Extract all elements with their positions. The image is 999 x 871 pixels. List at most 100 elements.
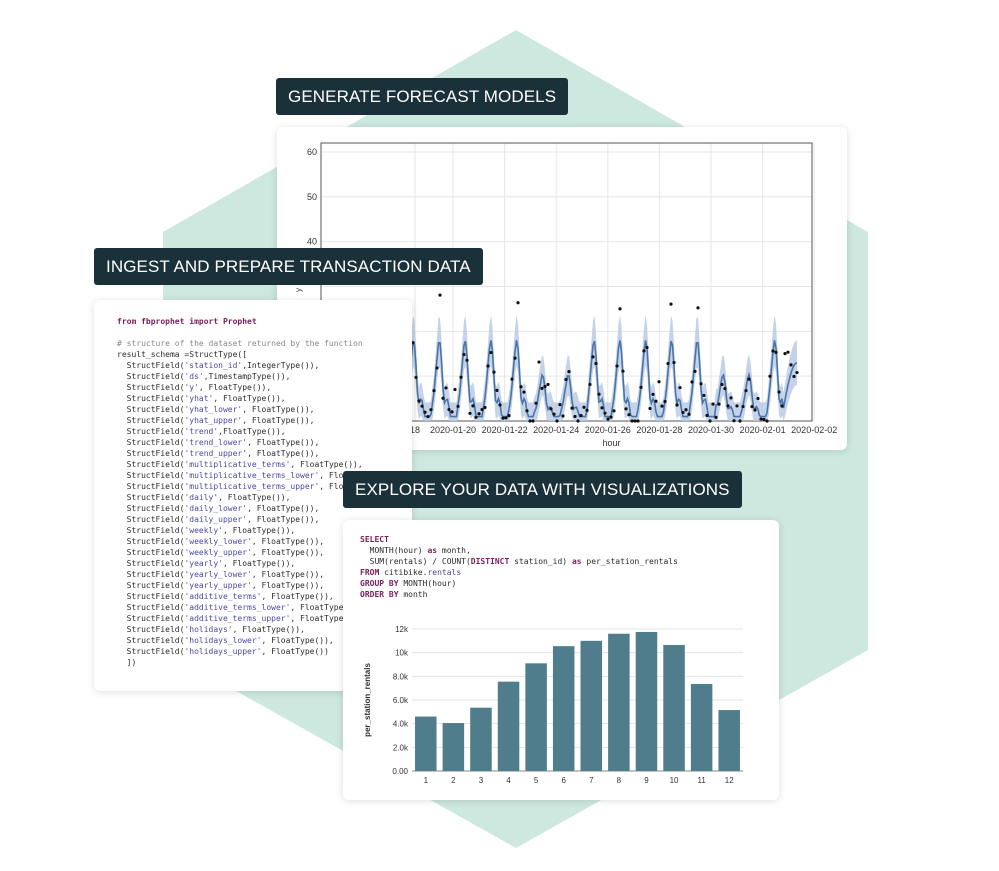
code-field-type: ,TimestampType()), [203,372,291,381]
forecast-observed-point [669,302,673,306]
forecast-observed-point [771,349,775,353]
code-field-name: 'ds' [184,372,204,381]
label-generate-forecast: GENERATE FORECAST MODELS [276,78,569,115]
code-field-name: 'yearly_lower' [184,570,252,579]
sql-as: as [427,546,438,555]
forecast-observed-point [690,380,694,384]
forecast-observed-point [594,361,598,366]
bar-x-tick-label: 4 [506,776,511,785]
forecast-x-axis-label: hour [602,438,620,448]
code-field-type: , FloatType()), [247,515,320,524]
forecast-observed-point [657,380,661,384]
forecast-observed-point [726,404,730,408]
sql-select: SELECT [360,535,389,544]
code-field-name: 'trend_lower' [184,438,248,447]
forecast-observed-point [489,350,493,355]
forecast-observed-point [639,385,643,389]
bar [415,716,437,771]
forecast-observed-point [762,417,766,422]
code-field-name: 'holidays_upper' [184,647,262,656]
forecast-observed-point [468,411,472,415]
forecast-observed-point [513,356,517,360]
code-field-name: 'trend' [184,427,219,436]
bar-y-tick-label: 4.0k [393,720,409,729]
forecast-observed-point [555,419,559,423]
forecast-observed-point [462,352,466,357]
forecast-observed-point [591,355,595,359]
forecast-observed-point [687,412,691,416]
code-field-name: 'weekly_lower' [184,537,252,546]
bar-y-tick-label: 10k [395,649,409,658]
sql-station: station_id) [509,557,572,566]
forecast-x-tick-label: 2020-01-22 [482,425,528,435]
forecast-observed-point [741,404,745,409]
forecast-observed-point [531,419,535,423]
bar-x-tick-label: 5 [534,776,539,785]
forecast-observed-point [738,419,742,423]
code-field-type: , FloatType()), [251,548,325,557]
bar-x-tick-label: 10 [670,776,679,785]
code-block: from fbprophet import Prophet # structur… [117,316,392,668]
forecast-observed-point [453,387,457,392]
forecast-observed-point [432,389,436,393]
code-field-prefix: StructField( [117,405,185,414]
sql-order-expr: month [398,590,428,599]
code-field-prefix: StructField( [117,603,185,612]
forecast-uncertainty-band [407,314,797,421]
forecast-observed-point [573,414,577,419]
code-field-prefix: StructField( [117,372,185,381]
code-field-prefix: StructField( [117,427,185,436]
forecast-observed-point [756,396,760,401]
code-field-name: 'weekly_upper' [184,548,252,557]
forecast-x-tick-label: 2020-01-20 [430,425,476,435]
code-field-prefix: StructField( [117,361,185,370]
forecast-x-tick-label: 2020-01-24 [533,425,579,435]
code-field-prefix: StructField( [117,471,185,480]
code-field-name: 'multiplicative_terms_upper' [184,482,320,491]
code-field-type: , FloatType()), [198,383,272,392]
forecast-y-axis-label: y [294,288,303,292]
code-field-type: ,IntegerType()), [242,361,320,370]
code-field-type: , FloatType()), [247,438,320,447]
forecast-observed-point [630,419,634,423]
forecast-observed-point [444,386,448,390]
forecast-observed-point [723,386,727,391]
forecast-observed-point [579,413,583,418]
forecast-observed-point [645,345,649,350]
bar-y-axis-label: per_station_rentals [363,663,372,737]
forecast-observed-point [537,360,541,364]
forecast-observed-point [600,406,604,410]
forecast-observed-point [567,370,571,374]
forecast-observed-point [546,382,550,387]
sql-sum: SUM(rentals) / COUNT( [360,557,471,566]
code-field-name: 'weekly' [184,526,223,535]
sql-table-name: rentals [427,568,462,577]
forecast-observed-point [534,401,538,405]
code-field-type: , FloatType()), [247,504,320,513]
forecast-observed-point [714,415,718,419]
code-field-prefix: StructField( [117,438,185,447]
forecast-observed-point [543,384,547,389]
forecast-y-tick-label: 50 [307,192,317,202]
forecast-observed-point [426,414,430,419]
forecast-observed-point [789,363,793,367]
code-field-prefix: StructField( [117,592,185,601]
bar-x-tick-label: 1 [424,776,429,785]
bar-x-tick-label: 3 [479,776,484,785]
forecast-observed-point [585,408,589,412]
code-field-type: , FloatType()), [290,614,363,623]
code-field-prefix: StructField( [117,647,185,656]
code-field-type: , FloatType()), [247,449,320,458]
bar [635,631,658,771]
code-field-name: 'daily_upper' [184,515,248,524]
forecast-observed-point [684,408,688,412]
bar-y-tick-label: 8.0k [393,672,409,681]
forecast-observed-point [597,392,601,396]
bar-x-tick-label: 6 [561,776,566,785]
forecast-observed-point [570,406,574,410]
code-field-prefix: StructField( [117,614,185,623]
code-field-name: 'station_id' [184,361,243,370]
sql-group-expr: MONTH(hour) [398,579,457,588]
forecast-observed-point [474,415,478,419]
